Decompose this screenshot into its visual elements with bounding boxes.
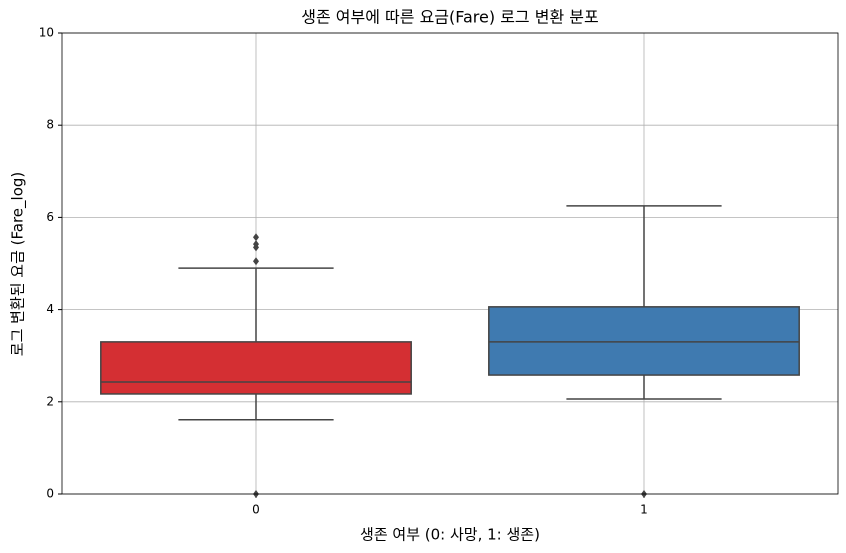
outlier <box>253 257 259 266</box>
box <box>100 341 412 395</box>
y-tick-label: 8 <box>46 118 54 132</box>
y-tick-label: 6 <box>46 210 54 224</box>
y-tick-label: 0 <box>46 487 54 501</box>
x-tick-label: 0 <box>252 503 260 517</box>
y-tick-label: 4 <box>46 302 54 316</box>
outlier <box>253 240 259 249</box>
x-tick-label: 1 <box>640 503 648 517</box>
outlier <box>253 233 259 242</box>
box <box>488 306 800 376</box>
y-axis-label: 로그 변환된 요금 (Fare_log) <box>9 172 28 356</box>
y-tick-label: 10 <box>39 26 54 40</box>
x-axis-label: 생존 여부 (0: 사망, 1: 생존) <box>360 526 540 544</box>
y-tick-label: 2 <box>46 394 54 408</box>
chart-title: 생존 여부에 따른 요금(Fare) 로그 변환 분포 <box>301 8 598 27</box>
plot-frame <box>61 32 839 495</box>
